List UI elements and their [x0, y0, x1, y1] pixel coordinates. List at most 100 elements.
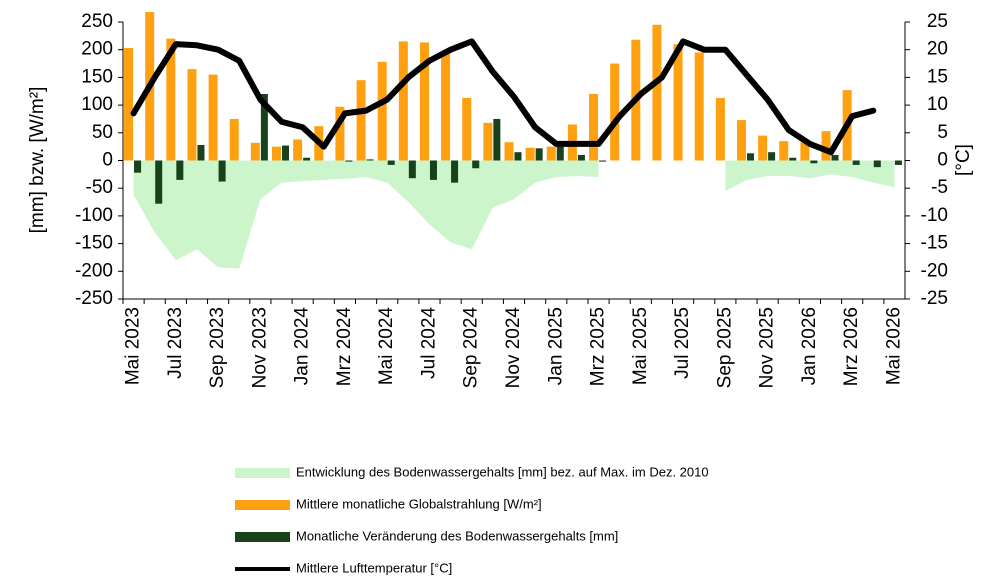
y2-tick-label: 10	[927, 94, 948, 115]
bar	[187, 69, 197, 161]
bar	[387, 160, 395, 165]
bar	[673, 44, 683, 161]
x-tick-label: Jan 2026	[799, 307, 820, 385]
bar	[758, 135, 768, 161]
bar	[166, 38, 176, 161]
bar	[124, 48, 134, 161]
x-tick-label: Nov 2024	[503, 307, 524, 389]
area	[133, 160, 895, 269]
bar	[894, 160, 902, 165]
x-tick-label: Jul 2024	[418, 307, 439, 379]
y-tick-label: 50	[92, 122, 113, 143]
x-tick-label: Sep 2023	[207, 307, 228, 388]
bar	[779, 141, 789, 161]
bar	[577, 154, 585, 161]
x-tick-label: Mai 2024	[376, 307, 397, 386]
bar	[218, 160, 226, 182]
y2-tick-label: 20	[927, 39, 948, 60]
bar	[293, 139, 303, 161]
bar	[366, 159, 374, 161]
bar	[736, 120, 746, 161]
legend-label: Mittlere monatliche Globalstrahlung [W/m…	[296, 496, 542, 511]
legend-label: Entwicklung des Bodenwassergehalts [mm] …	[296, 464, 709, 479]
y2-tick-label: -15	[921, 233, 948, 254]
bar	[408, 160, 416, 179]
bar	[746, 153, 754, 161]
x-tick-label: Mai 2023	[123, 307, 144, 385]
legend-label: Mittlere Lufttemperatur [°C]	[296, 560, 452, 575]
bar	[197, 144, 205, 161]
legend-swatch	[235, 500, 290, 510]
bar	[789, 157, 797, 161]
x-tick-label: Sep 2025	[714, 307, 735, 388]
y2-tick-label: 0	[937, 150, 948, 171]
x-tick-label: Mrz 2026	[841, 307, 862, 386]
y2-tick-label: 25	[927, 11, 948, 32]
bar	[451, 160, 459, 183]
y2-tick-label: 15	[927, 66, 948, 87]
legend-label: Monatliche Veränderung des Bodenwasserge…	[296, 528, 618, 543]
y2-tick-label: -5	[931, 177, 948, 198]
y-tick-label: -250	[75, 288, 113, 309]
y-tick-label: 100	[81, 94, 113, 115]
y2-tick-label: -25	[921, 288, 948, 309]
y-axis-title: [mm] bzw. [W/m²]	[27, 87, 48, 234]
y2-axis-title: [°C]	[953, 144, 974, 176]
bar	[398, 41, 408, 161]
bar	[472, 160, 480, 169]
bar	[652, 24, 662, 161]
bar	[873, 160, 881, 168]
bar	[493, 118, 501, 161]
bar	[272, 146, 282, 161]
y-tick-label: 200	[81, 39, 113, 60]
bar	[535, 148, 543, 161]
x-tick-label: Jul 2023	[165, 307, 186, 379]
x-tick-label: Nov 2025	[757, 307, 778, 388]
bar	[483, 122, 493, 161]
x-tick-label: Jan 2025	[545, 307, 566, 385]
bar	[303, 157, 311, 161]
y-tick-label: -200	[75, 260, 113, 281]
bar	[514, 152, 522, 161]
y-tick-label: 0	[102, 150, 113, 171]
legend-swatch	[235, 468, 290, 478]
x-tick-label: Mai 2025	[630, 307, 651, 385]
bar	[694, 52, 704, 161]
bar	[504, 142, 514, 161]
bar	[800, 142, 810, 161]
x-tick-label: Jul 2025	[672, 307, 693, 379]
bar	[377, 61, 387, 161]
bar	[852, 160, 860, 165]
bar	[441, 52, 451, 161]
y2-tick-label: -20	[921, 260, 948, 281]
bar	[155, 160, 163, 204]
bar	[229, 118, 239, 161]
bar	[831, 154, 839, 161]
bar	[176, 160, 184, 180]
bar	[768, 152, 776, 161]
legend-swatch	[235, 532, 290, 542]
x-tick-label: Sep 2024	[461, 307, 482, 389]
y-tick-label: 150	[81, 66, 113, 87]
bar	[715, 97, 725, 161]
bar	[610, 63, 620, 161]
y-tick-label: -50	[86, 177, 113, 198]
x-tick-label: Mrz 2025	[588, 307, 609, 386]
bar	[419, 42, 429, 161]
y-tick-label: -150	[75, 233, 113, 254]
x-tick-label: Mrz 2024	[334, 307, 355, 387]
bar	[134, 160, 142, 173]
bar	[250, 142, 260, 161]
line	[130, 38, 877, 156]
y2-tick-label: -10	[921, 205, 948, 226]
bar	[260, 94, 268, 161]
y2-tick-label: 5	[937, 122, 948, 143]
bar	[356, 80, 366, 161]
bar	[429, 160, 437, 180]
x-tick-label: Mai 2026	[883, 307, 904, 385]
x-tick-label: Jan 2024	[292, 307, 313, 386]
bar	[462, 97, 472, 161]
bar	[208, 74, 218, 161]
bar	[599, 160, 607, 162]
